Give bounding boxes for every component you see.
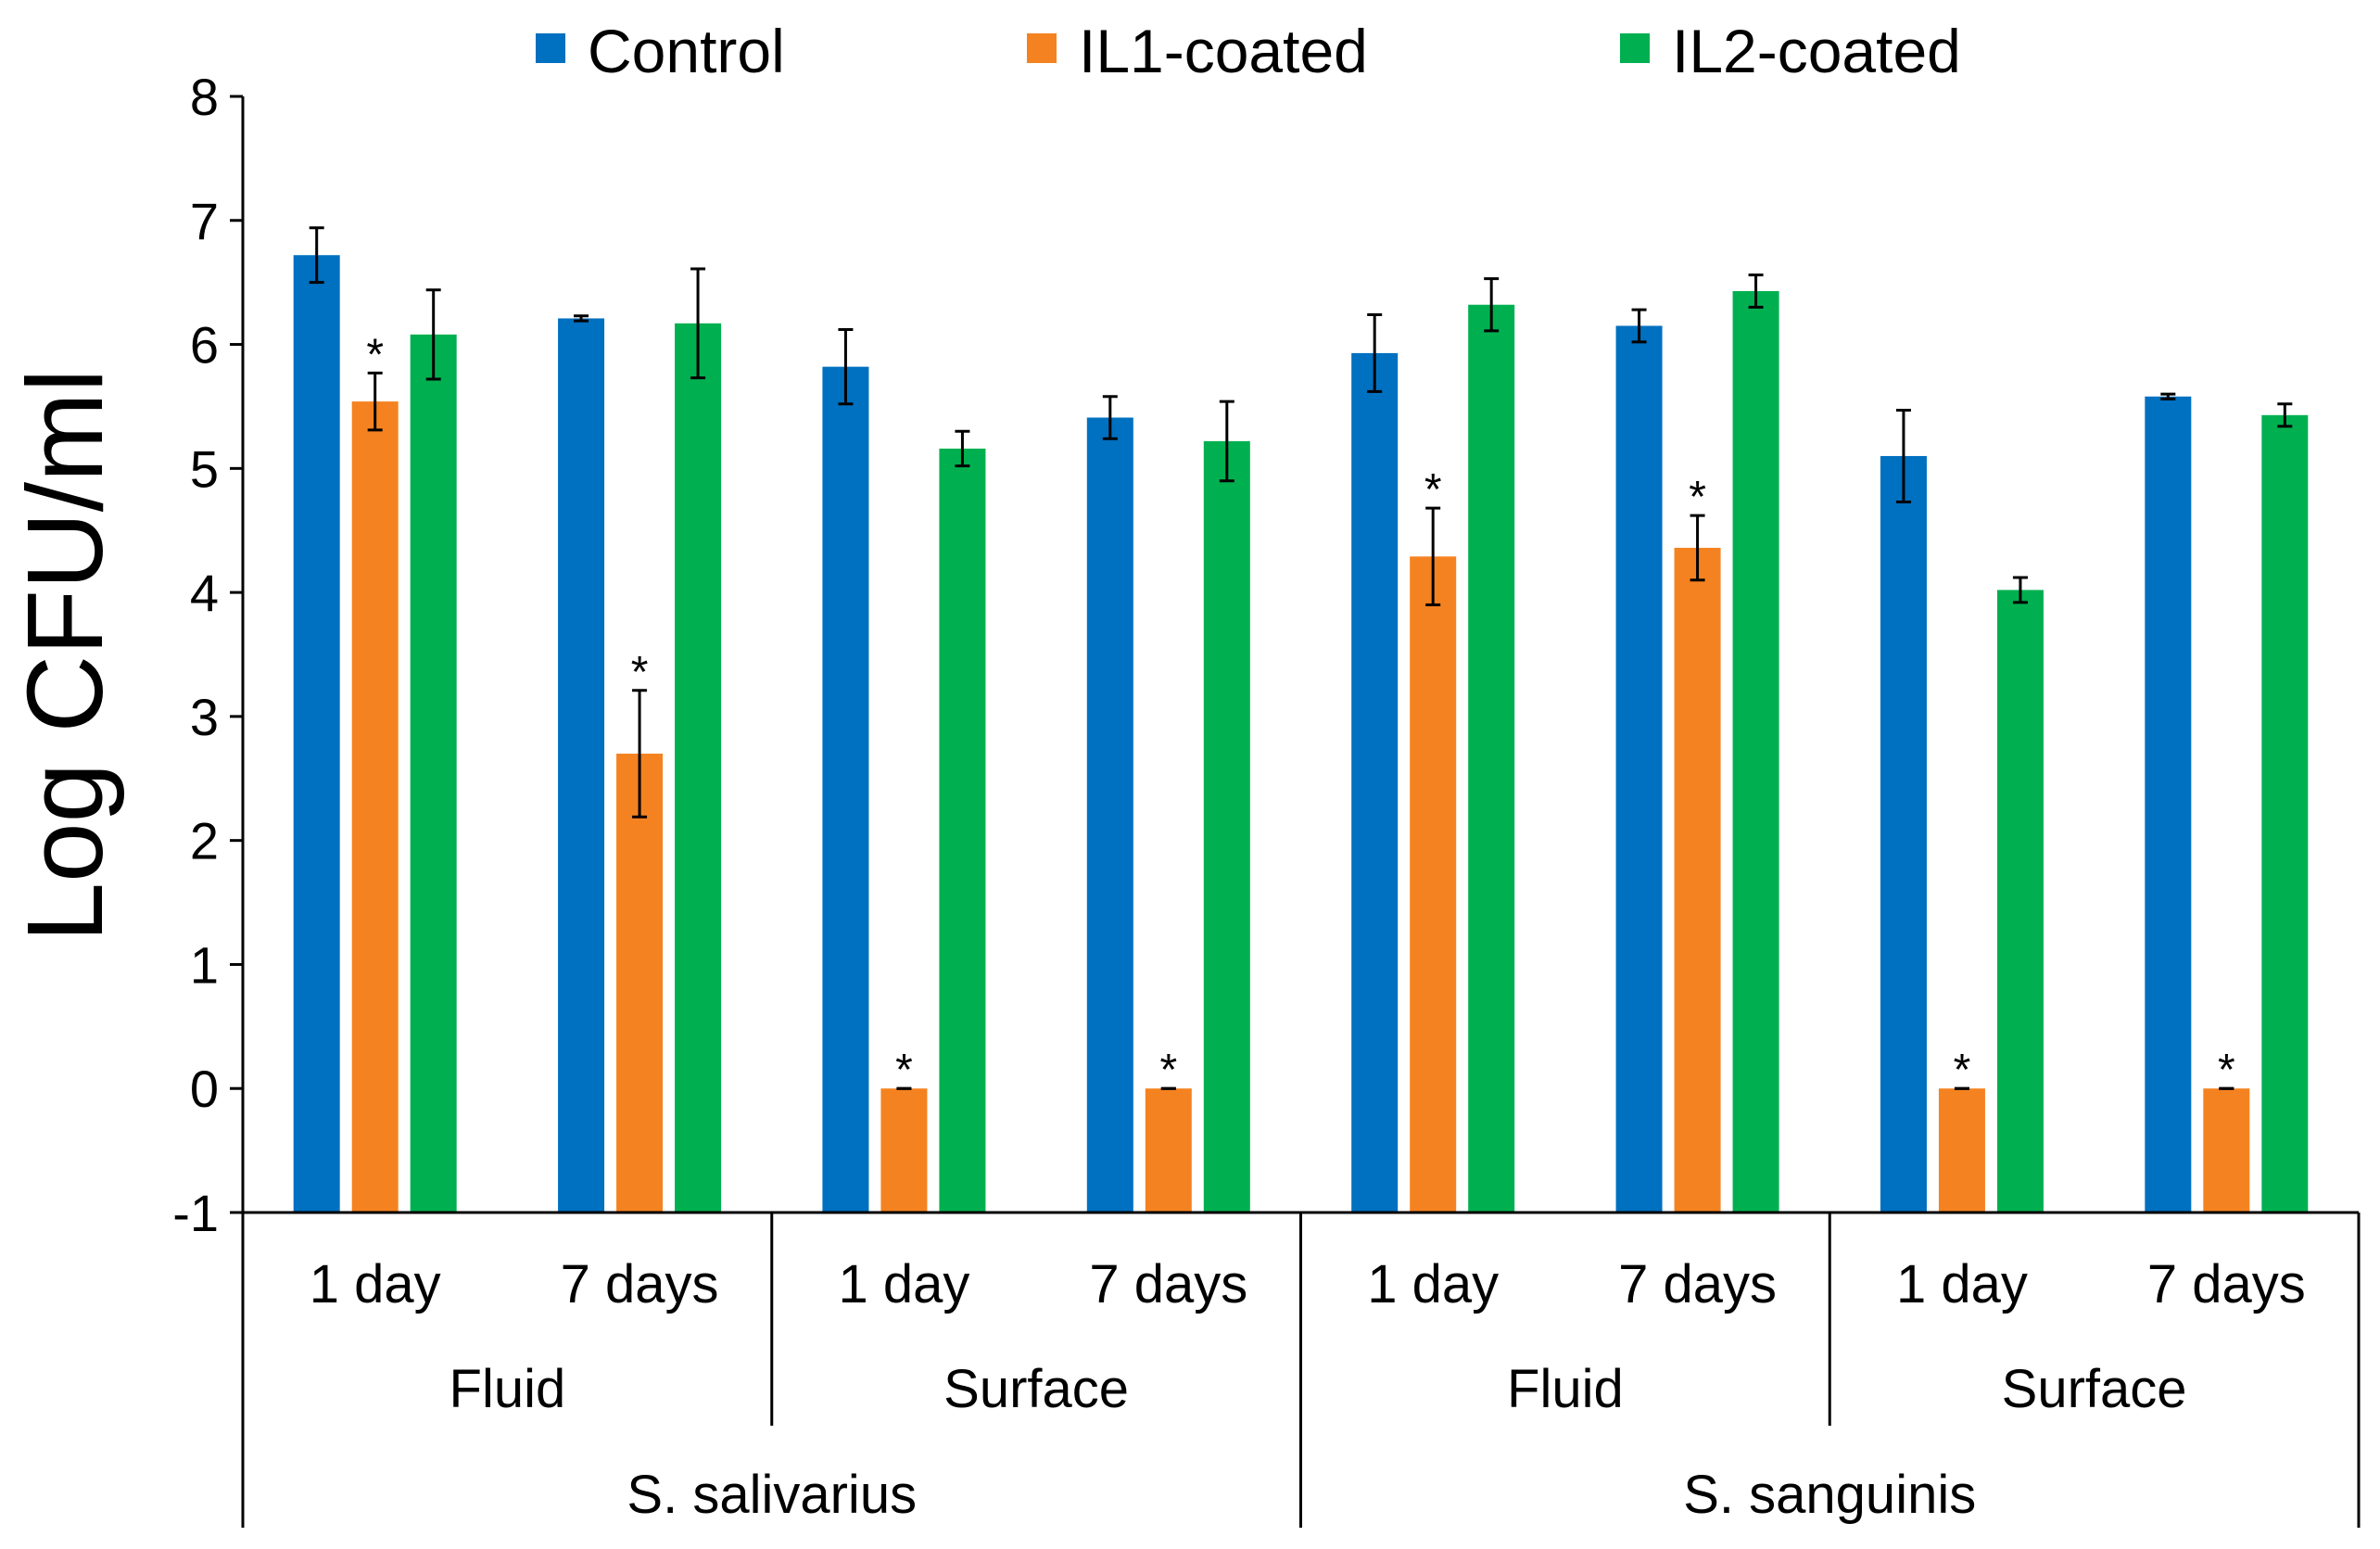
- legend-label-il2-coated: IL2-coated: [1672, 17, 1961, 85]
- legend-label-control: Control: [588, 17, 785, 85]
- x-group-label: Fluid: [449, 1359, 566, 1419]
- x-tick-label: 7 days: [1089, 1254, 1247, 1314]
- x-tick-label: 1 day: [838, 1254, 969, 1314]
- bar-il1-coated: [1938, 1088, 1985, 1213]
- y-axis: -1 0 1 2 3 4 5 6 7 8: [172, 68, 245, 1242]
- x-tick-label: 7 days: [2147, 1254, 2306, 1314]
- x-tick-label: 1 day: [1896, 1254, 2028, 1314]
- legend-swatch-il1-coated: [1027, 33, 1057, 63]
- bar-control: [1615, 325, 1663, 1213]
- bar-il1-coated: [351, 401, 399, 1213]
- bar-control: [558, 318, 605, 1213]
- x-outer-group-label: S. sanguinis: [1683, 1465, 1976, 1525]
- y-tick-label: 7: [190, 192, 219, 250]
- y-tick-label: 8: [190, 68, 219, 126]
- significance-asterisk: *: [366, 330, 384, 379]
- x-group-label: Surface: [943, 1359, 1129, 1419]
- legend-label-il1-coated: IL1-coated: [1079, 17, 1368, 85]
- x-tick-label: 7 days: [1618, 1254, 1777, 1314]
- bar-il2-coated: [1203, 440, 1250, 1213]
- bar-control: [1086, 417, 1133, 1213]
- x-tick-label: 1 day: [310, 1254, 441, 1314]
- y-tick-label: 5: [190, 439, 219, 498]
- significance-asterisk: *: [2218, 1046, 2235, 1095]
- bar-control: [2145, 396, 2192, 1213]
- y-tick-label: 6: [190, 316, 219, 375]
- x-group-label: Fluid: [1507, 1359, 1624, 1419]
- x-outer-group-label: S. salivarius: [627, 1465, 917, 1525]
- significance-asterisk: *: [1159, 1046, 1177, 1095]
- y-tick-label: -1: [172, 1184, 219, 1242]
- bar-il2-coated: [2261, 414, 2309, 1213]
- significance-asterisk: *: [631, 648, 649, 697]
- x-axis: 1 day 7 days 1 day 7 days 1 day 7 days 1 day 7 …: [241, 1211, 2361, 1528]
- bars: [293, 255, 2309, 1213]
- x-tick-label: 7 days: [561, 1254, 719, 1314]
- y-axis-title: Log CFU/ml: [5, 369, 125, 943]
- bar-il2-coated: [1996, 590, 2044, 1213]
- annotations: * * * * * * * *: [366, 330, 2234, 1095]
- bar-il2-coated: [1468, 304, 1515, 1213]
- y-tick-label: 0: [190, 1060, 219, 1118]
- bar-control: [822, 366, 869, 1213]
- x-tick-label: 1 day: [1367, 1254, 1499, 1314]
- error-bars: [309, 226, 2293, 1090]
- bar-il1-coated: [1145, 1088, 1192, 1213]
- bar-il1-coated: [1674, 547, 1721, 1213]
- bar-il1-coated: [1410, 556, 1457, 1213]
- legend-swatch-control: [536, 33, 565, 63]
- bar-il1-coated: [616, 754, 664, 1213]
- bar-il2-coated: [410, 334, 457, 1213]
- y-tick-label: 1: [190, 935, 219, 994]
- bar-il1-coated: [880, 1088, 928, 1213]
- bar-il2-coated: [1732, 291, 1779, 1213]
- significance-asterisk: *: [1689, 473, 1706, 522]
- bar-control: [1351, 352, 1399, 1213]
- y-tick-label: 2: [190, 812, 219, 870]
- significance-asterisk: *: [895, 1046, 913, 1095]
- significance-asterisk: *: [1954, 1046, 1971, 1095]
- bar-control: [293, 255, 340, 1213]
- bar-il2-coated: [675, 323, 722, 1213]
- significance-asterisk: *: [1424, 465, 1442, 514]
- x-group-label: Surface: [2002, 1359, 2187, 1419]
- y-tick-label: 3: [190, 688, 219, 746]
- bar-il2-coated: [939, 448, 986, 1213]
- legend: Control IL1-coated IL2-coated: [536, 17, 1961, 85]
- legend-swatch-il2-coated: [1620, 33, 1650, 63]
- y-tick-label: 4: [190, 564, 219, 622]
- bar-il1-coated: [2203, 1088, 2250, 1213]
- bar-control: [1880, 455, 1927, 1213]
